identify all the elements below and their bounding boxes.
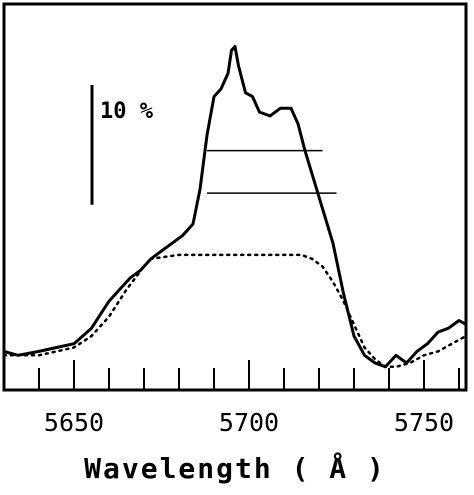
scale-bar-label: 10 % [100,99,154,124]
width-lines [207,149,337,194]
x-axis-label: Wavelength ( Å ) [84,451,386,485]
dotted-continuum-line [2,253,468,369]
series-layer [2,45,468,369]
x-tick-label-5750: 5750 [394,408,454,437]
plot-frame [2,2,468,392]
solid-spectrum-line [3,45,467,369]
x-ticks: 5650 5700 5750 [3,360,460,437]
scale-bar-group: 10 % [90,85,154,205]
x-tick-label-5650: 5650 [44,408,104,437]
x-tick-label-5700: 5700 [219,408,279,437]
